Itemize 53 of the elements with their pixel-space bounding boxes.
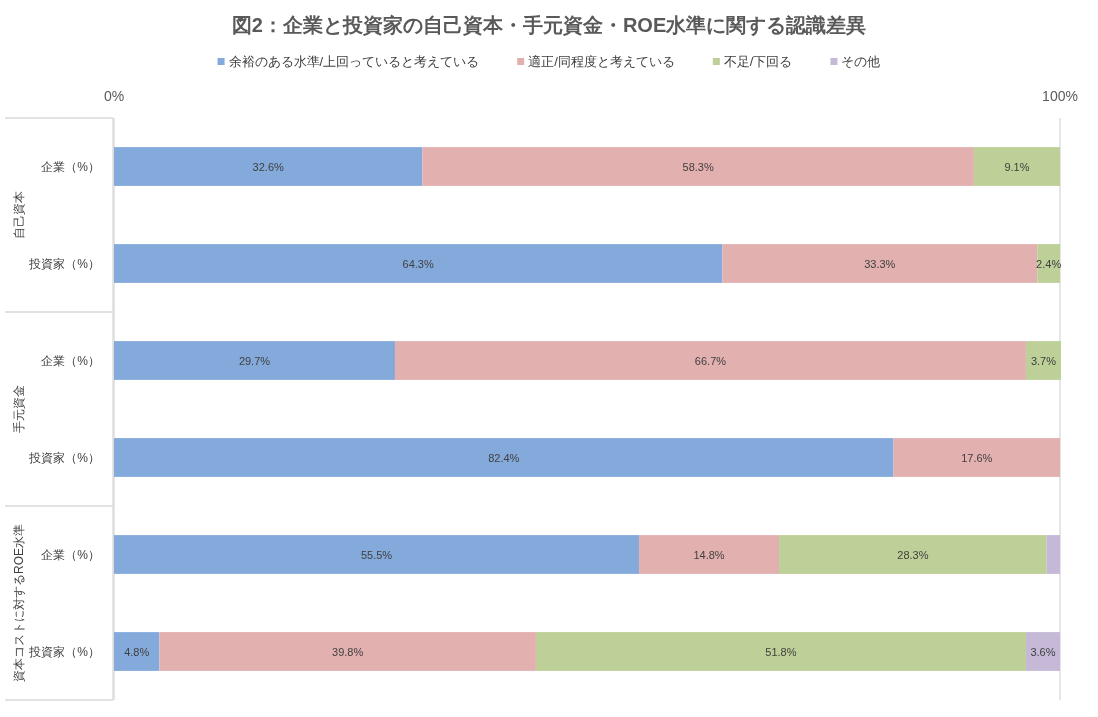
- y-tick-label: 投資家（%）: [28, 256, 100, 271]
- bar: [114, 632, 160, 671]
- data-label: 51.8%: [765, 645, 797, 658]
- data-label: 64.3%: [402, 257, 434, 270]
- bar: [779, 535, 1047, 574]
- data-label: 28.3%: [897, 548, 929, 561]
- bar: [1025, 632, 1060, 671]
- x-tick-label: 0%: [103, 88, 125, 104]
- legend-label: 不足/下回る: [723, 54, 793, 69]
- y-tick-label: 企業（%）: [41, 353, 100, 368]
- text: 手元資金: [12, 385, 26, 433]
- data-label: 14.8%: [693, 548, 725, 561]
- bar: [159, 632, 536, 671]
- data-label: 3.7%: [1030, 354, 1057, 367]
- legend-label: その他: [841, 54, 881, 69]
- data-label: 55.5%: [360, 548, 393, 561]
- bar: [1046, 535, 1060, 574]
- y-tick-label: 企業（%）: [41, 547, 100, 562]
- text: 資本コストに対するROE水準: [12, 523, 26, 683]
- data-label: 82.4%: [488, 451, 520, 464]
- data-label: 3.6%: [1030, 645, 1056, 658]
- bar: [114, 535, 640, 574]
- data-label: 2.4%: [1036, 257, 1062, 270]
- data-label: 29.7%: [238, 354, 271, 367]
- bar: [973, 147, 1060, 186]
- data-label: 33.3%: [864, 257, 896, 270]
- text: 自己資本: [12, 191, 26, 239]
- y-tick-label: 投資家（%）: [28, 644, 100, 659]
- bar: [114, 438, 894, 477]
- bar: [394, 341, 1026, 380]
- bar: [535, 632, 1026, 671]
- bar: [722, 244, 1038, 283]
- data-label: 58.3%: [682, 160, 714, 173]
- bar: [422, 147, 974, 186]
- chart-title: 図2：企業と投資家の自己資本・手元資金・ROE水準に関する認識差異: [231, 14, 867, 37]
- legend-label: 適正/同程度と考えている: [528, 54, 675, 69]
- x-tick-label: 100%: [1042, 88, 1078, 104]
- bar: [639, 535, 780, 574]
- data-label: 17.6%: [961, 451, 993, 464]
- data-label: 9.1%: [1004, 160, 1030, 173]
- y-tick-label: 企業（%）: [41, 159, 100, 174]
- bar: [893, 438, 1060, 477]
- y-tick-label: 投資家（%）: [28, 450, 100, 465]
- bar: [114, 244, 723, 283]
- data-label: 4.8%: [124, 645, 150, 658]
- bar: [114, 147, 423, 186]
- data-label: 32.6%: [252, 160, 285, 173]
- bar: [1025, 341, 1061, 380]
- data-label: 66.7%: [694, 354, 727, 367]
- bar: [1037, 244, 1060, 283]
- legend-label: 余裕のある水準/上回っていると考えている: [228, 54, 480, 69]
- bar: [114, 341, 395, 380]
- data-label: 39.8%: [332, 645, 364, 658]
